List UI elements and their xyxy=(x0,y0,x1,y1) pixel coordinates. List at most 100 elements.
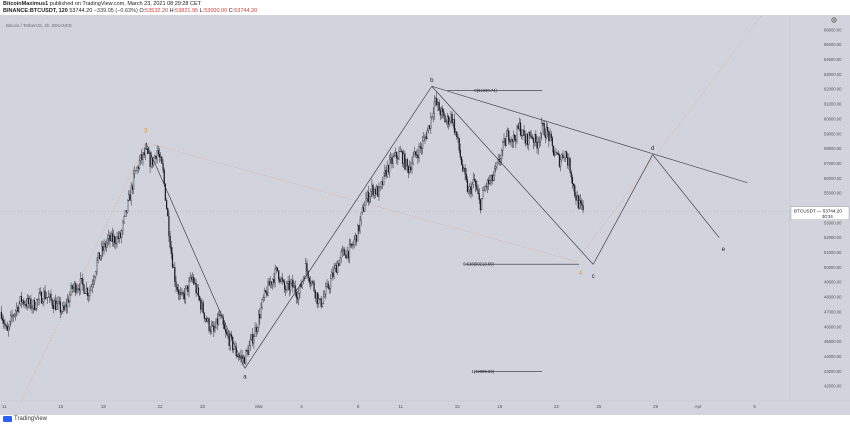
candle-body xyxy=(135,170,137,172)
candle-body xyxy=(73,283,76,288)
candle-body xyxy=(143,152,145,156)
tradingview-logo[interactable]: TradingView xyxy=(3,416,47,422)
candle-body xyxy=(214,327,216,332)
fibonacci-levels[interactable] xyxy=(447,90,580,372)
candle-body xyxy=(391,157,393,164)
y-tick-label: 63000.00 xyxy=(824,72,842,77)
candle-body xyxy=(414,151,417,155)
y-tick-label: 64000.00 xyxy=(824,57,842,62)
candle-body xyxy=(250,334,253,340)
candle-body xyxy=(114,235,116,244)
candle-body xyxy=(201,302,203,310)
trend-resistance-line xyxy=(431,85,748,184)
candle-body xyxy=(582,205,584,211)
y-tick-label: 52000.00 xyxy=(824,235,842,240)
candle-body xyxy=(194,282,196,284)
candle-body xyxy=(522,129,524,136)
candle-body xyxy=(440,108,443,116)
candle-body xyxy=(232,337,234,350)
candle-body xyxy=(98,252,100,260)
candle-body xyxy=(273,278,275,283)
candle-body xyxy=(581,202,583,206)
candle-body xyxy=(272,278,274,285)
candle-body xyxy=(268,281,270,286)
candle-body xyxy=(286,283,288,291)
candle-body xyxy=(222,317,224,325)
candle-body xyxy=(475,180,477,187)
candle-body xyxy=(488,179,490,185)
candle-body xyxy=(555,152,557,156)
candle-body xyxy=(88,295,90,297)
candle-body xyxy=(319,298,321,300)
candle-body xyxy=(496,162,498,167)
candle-body xyxy=(79,278,82,291)
candle-body xyxy=(353,239,355,245)
price-chart[interactable]: Bitcoin / TetherUS, 2h, BINANCE 42000.00… xyxy=(0,14,850,415)
chart-background xyxy=(0,15,850,415)
candle-body xyxy=(142,152,144,160)
candle-body xyxy=(249,339,251,347)
candle-body xyxy=(190,277,192,280)
candle-body xyxy=(392,156,394,164)
candle-body xyxy=(38,293,40,300)
candle-body xyxy=(558,154,561,167)
candle-body xyxy=(542,123,544,124)
candle-body xyxy=(294,285,296,293)
candle-body xyxy=(242,357,244,359)
y-tick-label: 46000.00 xyxy=(824,324,842,329)
candle-body xyxy=(285,288,287,291)
candle-body xyxy=(130,185,132,201)
x-tick-label: 25 xyxy=(596,404,602,409)
candle-body xyxy=(383,172,385,185)
brand-name: TradingView xyxy=(14,416,48,422)
candle-body xyxy=(283,281,286,290)
candle-body xyxy=(547,127,549,132)
candle-body xyxy=(1,318,4,321)
candle-body xyxy=(554,154,556,156)
candle-body xyxy=(68,299,70,303)
time-axis[interactable]: 11 15 18 22 25 Mar 4 8 11 15 18 22 25 29 Apr 5 xyxy=(2,404,756,409)
candle-body xyxy=(519,122,522,136)
candle-body xyxy=(163,169,165,184)
candle-body xyxy=(128,194,130,201)
symbol-info: BINANCE:BTCUSDT, 120 53744.20 −339.05 (−… xyxy=(3,8,257,15)
candle-body xyxy=(7,326,10,331)
candle-body xyxy=(17,306,19,312)
candle-body xyxy=(199,296,201,301)
candle-body xyxy=(261,299,263,308)
candle-body xyxy=(424,136,426,138)
gear-icon[interactable] xyxy=(831,17,837,23)
candle-body xyxy=(525,133,528,144)
candle-body xyxy=(14,310,17,315)
price-axis[interactable]: 42000.00 43000.00 44000.00 45000.00 46000.00… xyxy=(824,27,842,388)
candle-body xyxy=(426,130,428,139)
candle-body xyxy=(125,210,128,213)
candle-body xyxy=(141,154,143,160)
candle-body xyxy=(468,189,470,192)
candle-body xyxy=(85,288,87,294)
candle-body xyxy=(411,162,413,170)
chart-area[interactable]: Bitcoin / TetherUS, 2h, BINANCE 42000.00… xyxy=(0,14,850,415)
candle-body xyxy=(509,140,511,143)
candle-body xyxy=(169,235,171,248)
candle-body xyxy=(510,139,512,143)
elliott-wave-lines[interactable] xyxy=(145,85,748,369)
candle-body xyxy=(480,197,483,211)
candle-body xyxy=(455,131,457,133)
close-label: C: xyxy=(227,8,235,14)
candle-body xyxy=(375,186,378,195)
wave-label: 3 xyxy=(144,128,148,134)
candle-body xyxy=(311,281,313,284)
candle-body xyxy=(400,151,402,152)
y-tick-label: 43000.00 xyxy=(824,369,842,374)
candle-body xyxy=(270,281,273,285)
candle-body xyxy=(241,355,243,359)
candle-body xyxy=(24,304,26,305)
candle-body xyxy=(193,277,195,284)
candle-body xyxy=(84,293,86,295)
candle-body xyxy=(191,277,194,280)
candlestick-series xyxy=(0,91,584,366)
candle-body xyxy=(76,289,78,293)
author-name[interactable]: BitcoinMaximus1 xyxy=(3,1,49,7)
candle-body xyxy=(160,156,162,158)
